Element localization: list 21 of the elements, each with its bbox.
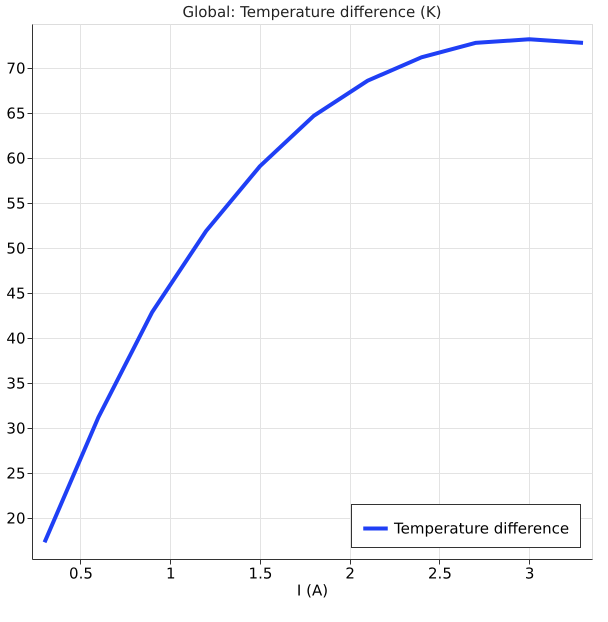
x-tick-label: 1.5	[248, 564, 272, 582]
line-series	[42, 37, 586, 544]
y-tick-label: 40	[6, 330, 26, 348]
x-tick-label: 2.5	[428, 564, 452, 582]
chart-title: Global: Temperature difference (K)	[182, 3, 442, 21]
y-tick-label: 60	[6, 150, 26, 168]
y-tick-label: 35	[6, 374, 26, 393]
x-tick-label: 2	[345, 564, 355, 582]
y-tick-label: 55	[6, 194, 26, 213]
x-axis-title: I (A)	[296, 582, 328, 600]
x-tick-label: 3	[524, 564, 534, 582]
y-tick-label: 50	[6, 240, 26, 258]
legend-label: Temperature difference	[393, 520, 570, 538]
y-tick-label: 25	[6, 464, 26, 483]
y-tick-label: 30	[6, 420, 26, 438]
x-tick-label: 0.5	[69, 564, 93, 582]
x-tick-label: 1	[166, 564, 176, 582]
y-tick-label: 20	[6, 510, 26, 528]
y-tick-label: 45	[6, 284, 26, 303]
y-tick-label: 70	[6, 60, 26, 78]
y-tick-label: 65	[6, 104, 26, 123]
